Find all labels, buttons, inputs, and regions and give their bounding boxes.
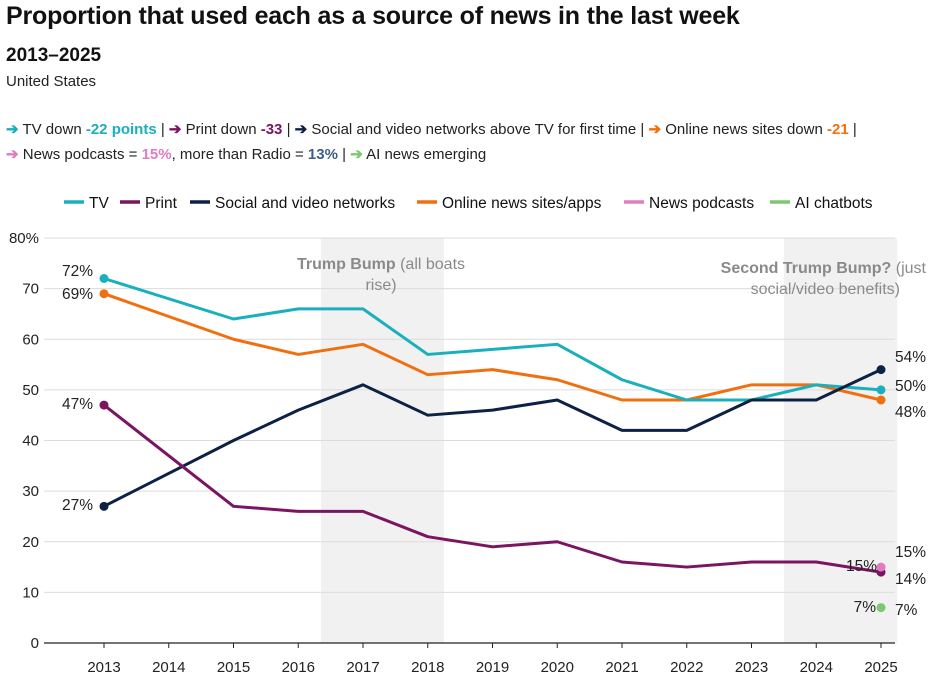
y-tick-label: 40 (22, 433, 39, 450)
series-start-point-2 (99, 501, 109, 511)
series-start-label-1: 47% (62, 396, 93, 413)
summary1-arrow-icon-2: ➔ (294, 121, 308, 138)
summary2-arrow-icon-0: ➔ (6, 146, 19, 163)
series-start-label-3: 69% (62, 286, 93, 303)
x-tick-label: 2023 (735, 659, 768, 676)
summary-line-1: ➔ TV down -22 points | ➔ Print down -33 … (6, 120, 857, 138)
summary1-separator-2: | (636, 121, 649, 138)
series-end-point-4 (876, 562, 886, 572)
legend-label-2: Social and video networks (215, 195, 395, 212)
summary1-arrow-icon-0: ➔ (6, 121, 19, 138)
summary2-text-0: News podcasts = (18, 146, 142, 163)
series-line-3 (103, 292, 882, 402)
annotation-second-trump-bump-line2: social/video benefits) (751, 281, 900, 298)
x-tick-label: 2025 (864, 659, 897, 676)
summary1-separator-0: | (156, 121, 169, 138)
legend-label-3: Online news sites/apps (442, 195, 602, 212)
summary1-arrow-icon-1: ➔ (168, 121, 182, 138)
annotation-second-trump-bump: Second Trump Bump? (just (721, 260, 927, 277)
chart-subtitle: 2013–2025 (6, 45, 102, 66)
legend-label-5: AI chatbots (795, 195, 873, 212)
summary2-arrow-icon-1: ➔ (350, 146, 363, 163)
x-tick-label: 2018 (411, 659, 444, 676)
summary-line-2: ➔ News podcasts = 15%, more than Radio =… (6, 145, 486, 163)
series-end-point-0 (876, 385, 886, 395)
y-tick-label: 0 (31, 635, 39, 652)
summary1-value-0: -22 points (85, 121, 157, 138)
y-tick-label: 20 (22, 534, 39, 551)
x-tick-label: 2020 (541, 659, 574, 676)
podcasts-inner-label: 15% (846, 558, 877, 575)
x-tick-label: 2015 (217, 659, 250, 676)
y-tick-label: 70 (22, 281, 39, 298)
legend-label-4: News podcasts (649, 195, 754, 212)
ai-inner-label: 7% (854, 599, 877, 616)
series-end-label-0: 50% (895, 378, 926, 395)
x-tick-label: 2019 (476, 659, 509, 676)
y-tick-label: 50 (22, 382, 39, 399)
annotation-trump-bump: Trump Bump (all boats (297, 256, 465, 273)
annotation-trump-bump-line2: rise) (365, 277, 396, 294)
summary2-value-0: 15% (141, 146, 172, 163)
summary2-text2-0: , more than Radio = (171, 146, 308, 163)
series-end-label-5: 7% (895, 602, 918, 619)
x-tick-label: 2016 (282, 659, 315, 676)
x-tick-label: 2013 (87, 659, 120, 676)
x-tick-label: 2024 (800, 659, 833, 676)
series-line-2 (103, 368, 882, 508)
summary1-text-2: Social and video networks above TV for f… (307, 121, 637, 138)
summary1-value-1: -33 (260, 121, 283, 138)
series-end-point-3 (876, 395, 886, 405)
summary1-separator-1: | (282, 121, 295, 138)
series-start-label-2: 27% (62, 497, 93, 514)
summary2-value2-0: 13% (307, 146, 338, 163)
series-line-1 (103, 403, 882, 574)
series-start-label-0: 72% (62, 263, 93, 280)
summary1-text-3: Online news sites down (661, 121, 827, 138)
series-end-label-4: 15% (895, 544, 926, 561)
y-tick-label: 30 (22, 483, 39, 500)
series-start-point-3 (99, 289, 109, 299)
series-start-point-1 (99, 400, 109, 410)
y-tick-label: 80% (9, 230, 39, 247)
summary2-separator-0: | (337, 146, 351, 163)
series-start-point-0 (99, 274, 109, 283)
region-label: United States (6, 73, 97, 90)
x-tick-label: 2021 (605, 659, 638, 676)
series-end-label-2: 54% (895, 349, 926, 366)
y-tick-label: 60 (22, 331, 39, 348)
summary2-text-1: AI news emerging (362, 146, 487, 163)
series-end-label-3: 48% (895, 404, 926, 421)
series-line-0 (103, 277, 882, 402)
x-tick-label: 2017 (346, 659, 379, 676)
series-end-point-5 (876, 603, 886, 613)
summary1-arrow-icon-3: ➔ (648, 121, 662, 138)
summary1-value-3: -21 (827, 121, 849, 138)
summary1-text-0: TV down (18, 121, 86, 138)
series-end-point-2 (876, 365, 886, 375)
x-tick-label: 2022 (670, 659, 703, 676)
chart-title: Proportion that used each as a source of… (6, 2, 740, 30)
legend-label-1: Print (145, 195, 178, 212)
summary1-text-1: Print down (181, 121, 261, 138)
series-end-label-1: 14% (895, 571, 926, 588)
x-tick-label: 2014 (152, 659, 185, 676)
y-tick-label: 10 (22, 584, 39, 601)
legend-label-0: TV (89, 195, 109, 212)
summary1-separator-3: | (848, 121, 857, 138)
